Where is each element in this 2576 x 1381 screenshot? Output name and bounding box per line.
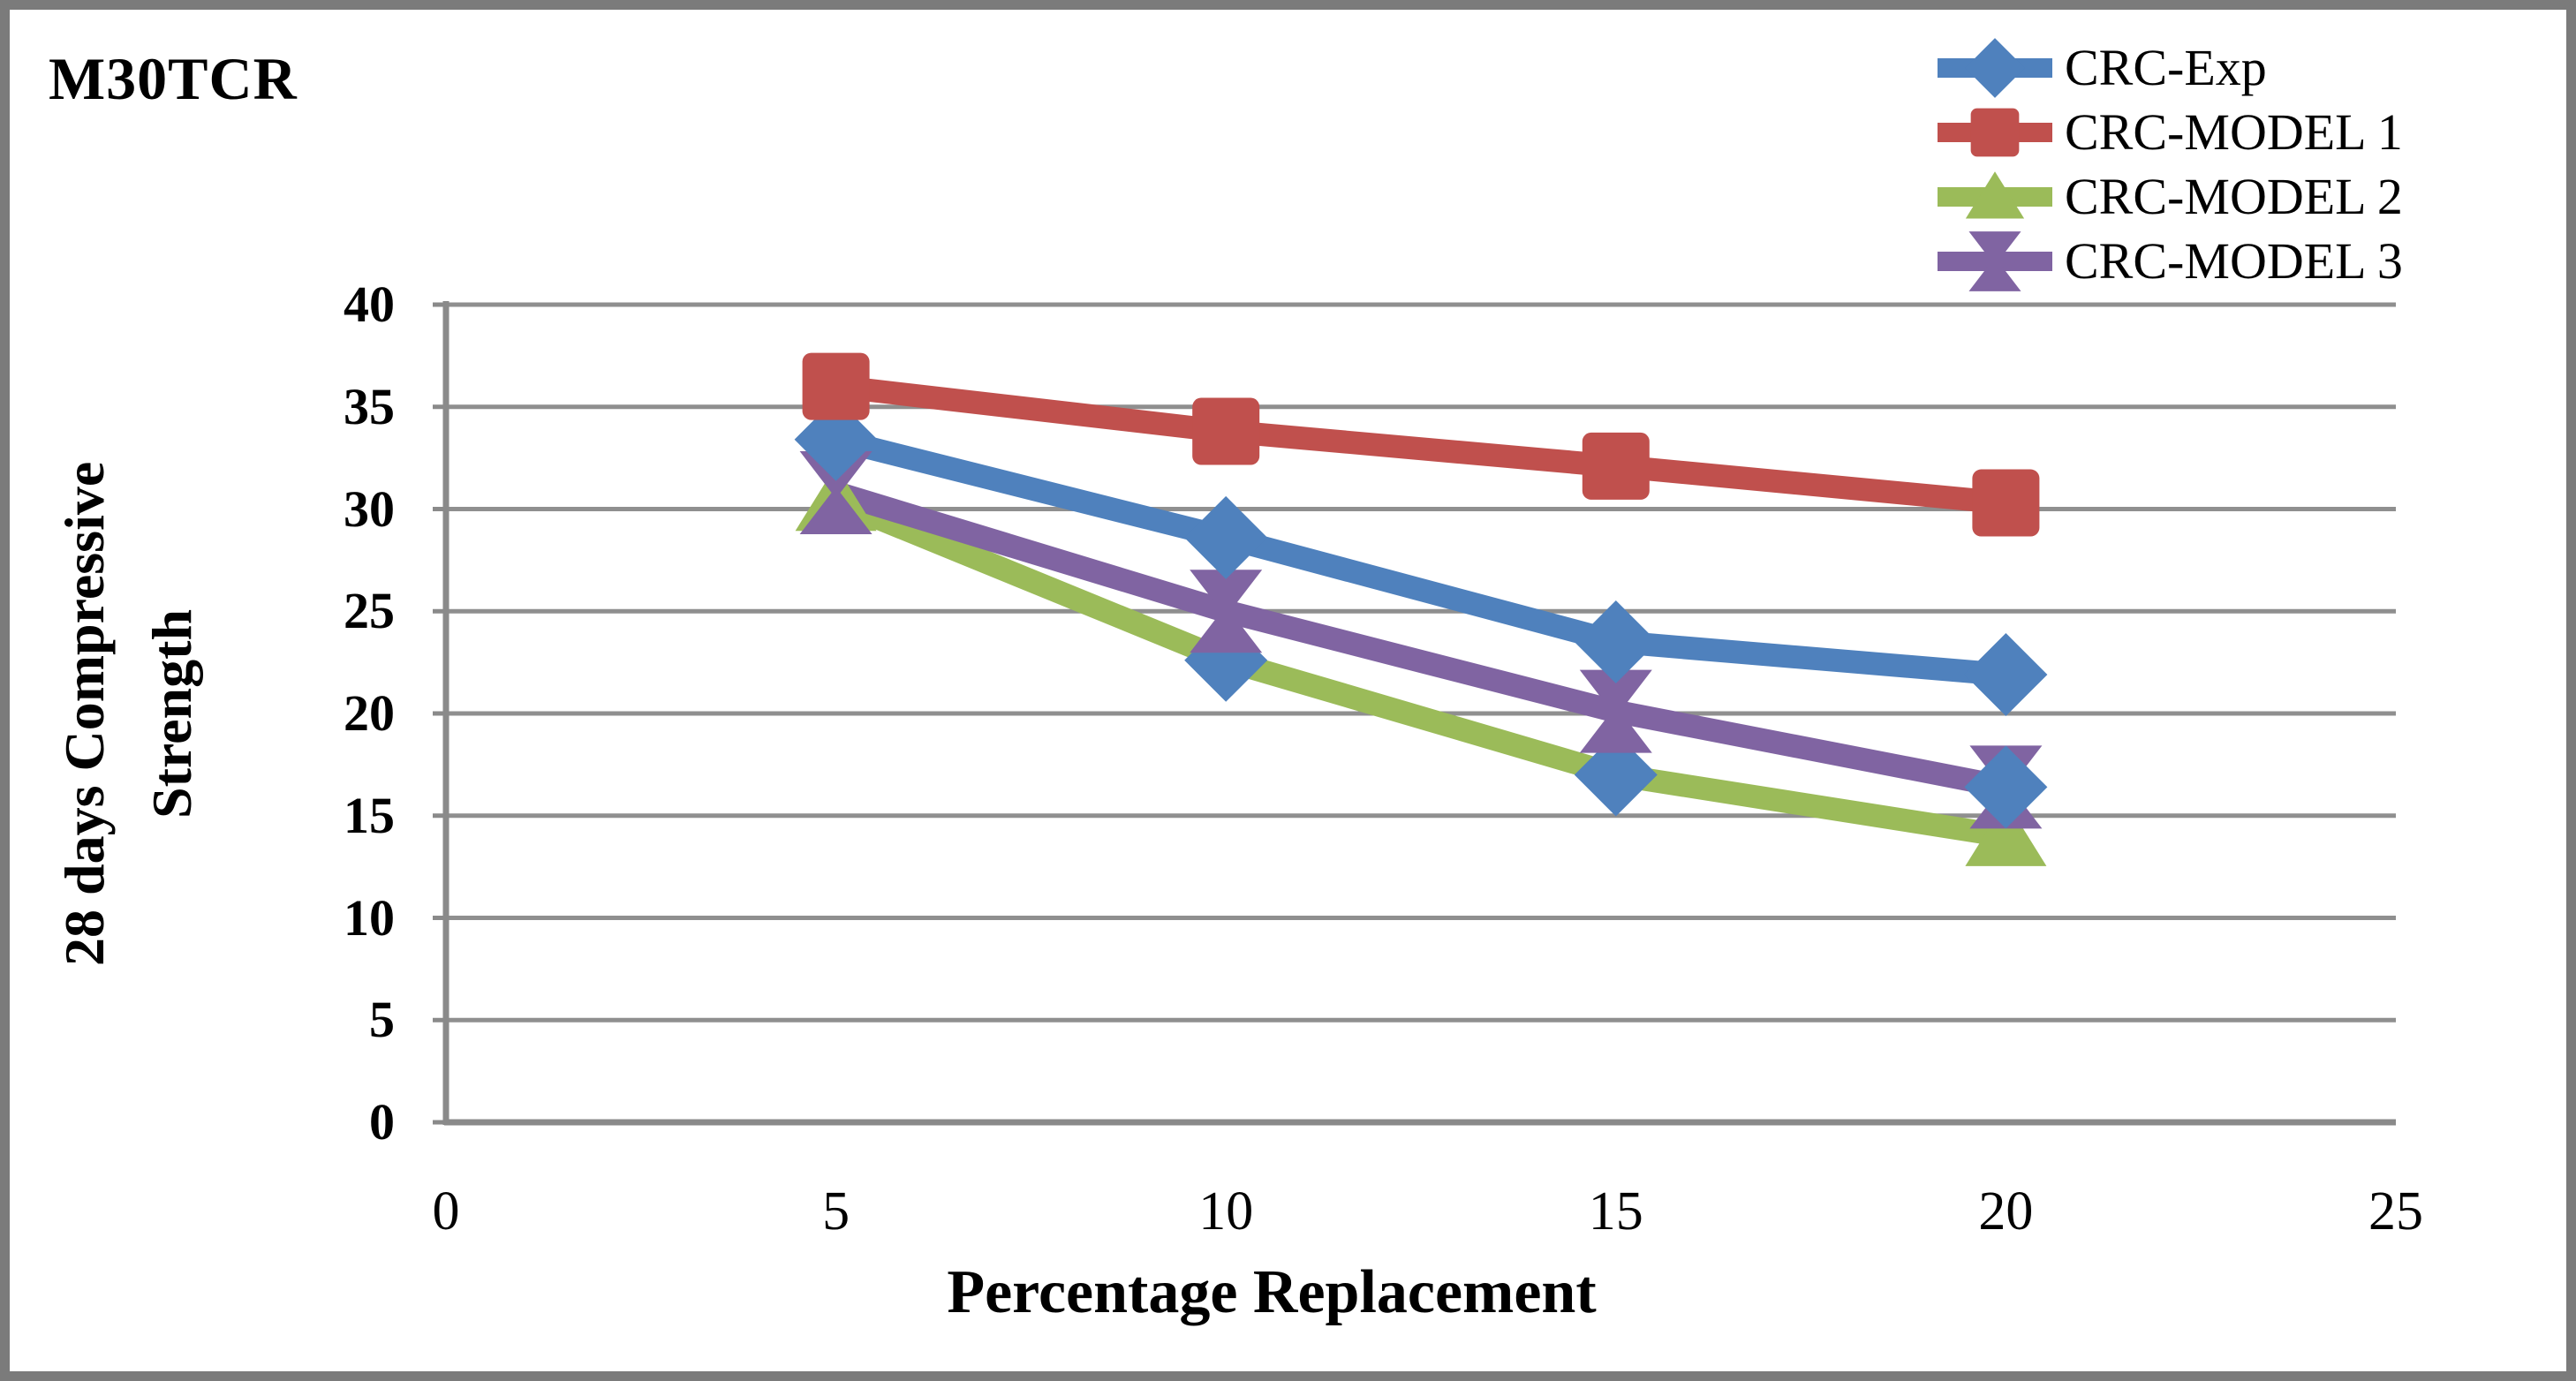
marker-triangle <box>1965 800 2047 866</box>
series-line-CRC-MODEL 3 <box>824 480 2018 799</box>
legend: CRC-Exp CRC-MODEL 1 CRC-MODEL 2 CRC-MODEL 3 <box>1930 35 2403 293</box>
marker-x <box>1968 230 2021 291</box>
x-axis-tick-label: 0 <box>432 1181 460 1241</box>
marker-square <box>1972 469 2040 537</box>
x-axis-tick-label: 20 <box>1978 1181 2034 1241</box>
legend-item-label: CRC-Exp <box>2065 38 2267 96</box>
legend-item-label: CRC-MODEL 3 <box>2065 231 2403 290</box>
marker-diamond <box>1574 600 1658 683</box>
y-axis-tick-label: 40 <box>344 275 395 333</box>
legend-item-CRC-Exp: CRC-Exp <box>1930 35 2403 100</box>
legend-item-CRC-MODEL 3: CRC-MODEL 3 <box>1930 229 2403 293</box>
y-axis-tick-label: 15 <box>344 786 395 844</box>
x-axis-tick-label: 25 <box>2368 1181 2423 1241</box>
y-axis-tick-label: 30 <box>344 479 395 538</box>
marker-square <box>1582 432 1650 500</box>
y-axis-tick-label: 35 <box>344 377 395 435</box>
marker-x <box>1579 669 1652 753</box>
marker-diamond <box>1964 745 2048 829</box>
x-axis-title: Percentage Replacement <box>947 1258 1597 1326</box>
legend-key-triangle <box>1938 170 2052 218</box>
x-axis-tick-label: 5 <box>822 1181 850 1241</box>
x-axis-tick-label: 15 <box>1588 1181 1643 1241</box>
marker-square <box>1192 397 1260 465</box>
y-axis-tick-label: 0 <box>369 1093 395 1151</box>
legend-item-CRC-MODEL 2: CRC-MODEL 2 <box>1930 164 2403 229</box>
marker-diamond <box>1964 633 2048 717</box>
series-line-CRC-MODEL 2 <box>824 489 2018 848</box>
y-axis-tick-label: 10 <box>344 888 395 947</box>
legend-item-label: CRC-MODEL 1 <box>2065 102 2403 161</box>
y-axis-tick-label: 25 <box>344 582 395 640</box>
marker-x <box>799 450 873 534</box>
marker-diamond <box>1574 733 1658 817</box>
marker-x <box>1190 570 1263 653</box>
chart-title: M30TCR <box>49 45 298 112</box>
marker-square <box>1970 108 2020 156</box>
legend-key-square <box>1938 108 2052 156</box>
legend-item-label: CRC-MODEL 2 <box>2065 167 2403 225</box>
series-line-CRC-MODEL 1 <box>824 374 2018 515</box>
series-line-CRC-Exp <box>824 427 2018 687</box>
y-axis-tick-label: 20 <box>344 684 395 742</box>
x-axis-tick-label: 10 <box>1198 1181 1254 1241</box>
marker-diamond <box>1184 495 1268 579</box>
legend-key-diamond <box>1938 37 2052 98</box>
legend-key-x <box>1938 230 2052 291</box>
marker-square <box>802 352 870 420</box>
marker-diamond <box>1965 37 2025 98</box>
y-axis-tick-label: 5 <box>369 991 395 1049</box>
legend-item-CRC-MODEL 1: CRC-MODEL 1 <box>1930 100 2403 164</box>
marker-triangle <box>1965 170 2025 218</box>
